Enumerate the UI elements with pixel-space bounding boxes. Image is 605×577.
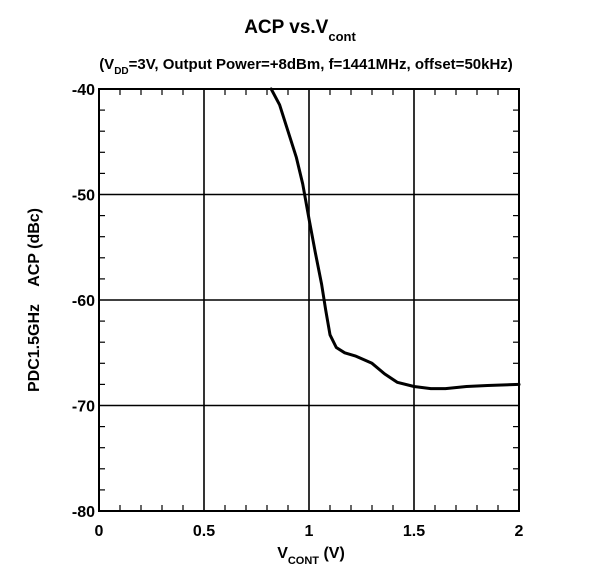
plot-frame — [98, 88, 520, 512]
title-subscript: cont — [328, 29, 356, 44]
chart-subtitle: (VDD=3V, Output Power=+8dBm, f=1441MHz, … — [99, 56, 513, 77]
y-tick-label: -70 — [72, 399, 95, 416]
title-main: ACP vs.V — [244, 17, 328, 38]
y-tick-labels: -40 -50 -60 -70 -80 — [72, 82, 95, 521]
x-tick-label: 0 — [95, 523, 104, 540]
y-tick-label: -40 — [72, 82, 95, 99]
x-axis-label: VCONT (V) — [277, 545, 345, 567]
series-line — [269, 87, 521, 391]
x-axis-label-subscript: CONT — [288, 555, 319, 567]
y-axis-label: PDC1.5GHz ACP (dBc) — [26, 208, 43, 392]
chart-title: ACP vs.Vcont — [244, 17, 356, 44]
subtitle-rest: =3V, Output Power=+8dBm, f=1441MHz, offs… — [129, 56, 513, 73]
x-tick-label: 1 — [305, 523, 314, 540]
x-tick-label: 0.5 — [193, 523, 215, 540]
x-tick-label: 2 — [515, 523, 524, 540]
x-axis-label-unit: (V) — [319, 545, 345, 562]
subtitle-open: (V — [99, 56, 114, 73]
x-axis-label-main: V — [277, 545, 288, 562]
grid-lines — [98, 88, 520, 512]
y-tick-label: -60 — [72, 293, 95, 310]
x-tick-labels: 0 0.5 1 1.5 2 — [95, 523, 524, 540]
series-group — [269, 87, 521, 391]
subtitle-subscript: DD — [114, 66, 128, 77]
y-tick-label: -50 — [72, 188, 95, 205]
y-tick-label: -80 — [72, 504, 95, 521]
x-tick-label: 1.5 — [403, 523, 425, 540]
